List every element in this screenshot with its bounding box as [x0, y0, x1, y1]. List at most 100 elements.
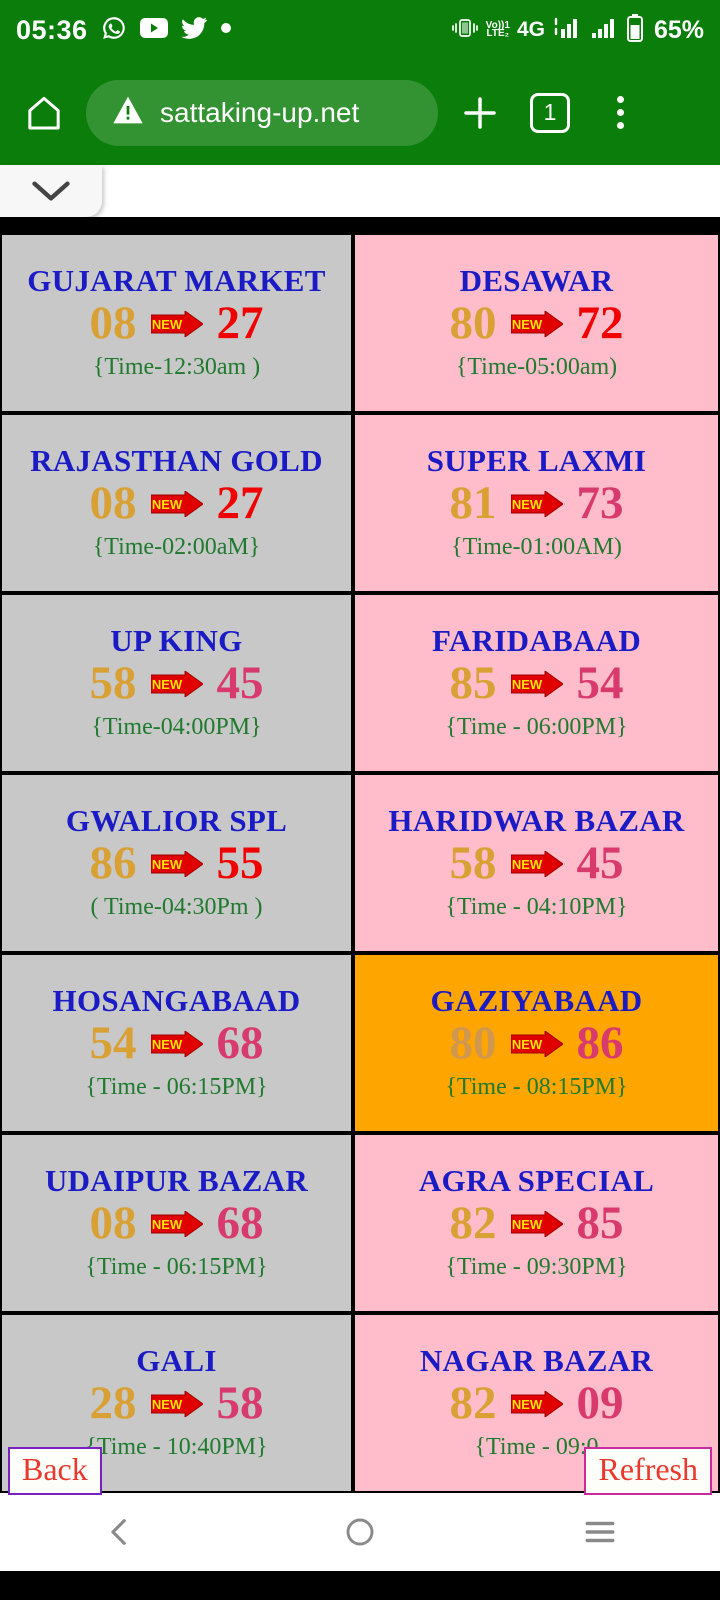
- tab-count-button[interactable]: 1: [522, 85, 578, 141]
- result-numbers: 58 NEW 45: [90, 660, 264, 707]
- kebab-menu-icon[interactable]: [592, 85, 648, 141]
- status-bar-right: Vo))1 LTE₂ 4G: [451, 13, 704, 47]
- result-numbers: 85 NEW 54: [450, 660, 624, 707]
- back-button[interactable]: Back: [8, 1446, 102, 1495]
- result-latest-number: 54: [576, 657, 624, 710]
- page-top-strip: [0, 165, 720, 217]
- result-previous-number: 80: [449, 297, 497, 350]
- result-cell[interactable]: GALI 28 NEW 58 {Time - 10:40PM}: [0, 1313, 353, 1493]
- result-market-name: RAJASTHAN GOLD: [30, 442, 323, 478]
- result-numbers: 80 NEW 72: [450, 300, 624, 347]
- svg-text:NEW: NEW: [151, 677, 182, 692]
- svg-text:NEW: NEW: [511, 677, 542, 692]
- result-latest-number: 86: [576, 1017, 624, 1070]
- result-time-label: {Time - 06:15PM}: [85, 1074, 268, 1101]
- status-bar-clock: 05:36: [16, 14, 88, 45]
- result-cell[interactable]: GUJARAT MARKET 08 NEW 27 {Time-12:30am ): [0, 233, 353, 413]
- result-latest-number: 72: [576, 297, 624, 350]
- result-time-label: {Time - 04:10PM}: [445, 894, 628, 921]
- network-type-label: 4G: [516, 18, 545, 41]
- result-latest-number: 45: [576, 837, 624, 890]
- result-previous-number: 81: [449, 477, 497, 530]
- result-cell[interactable]: HOSANGABAAD 54 NEW 68 {Time - 06:15PM}: [0, 953, 353, 1133]
- result-cell[interactable]: AGRA SPECIAL 82 NEW 85 {Time - 09:30PM}: [353, 1133, 720, 1313]
- result-previous-number: 58: [89, 657, 137, 710]
- url-text: sattaking-up.net: [160, 96, 360, 128]
- volte-top-label: Vo))1: [485, 19, 510, 31]
- new-arrow-badge-icon: NEW: [510, 670, 563, 697]
- result-time-label: {Time - 08:15PM}: [445, 1074, 628, 1101]
- plus-icon[interactable]: [452, 85, 508, 141]
- status-bar: 05:36 Vo))1 LTE₂ 4G: [0, 0, 720, 60]
- result-numbers: 08 NEW 68: [90, 1200, 264, 1247]
- nav-home-icon[interactable]: [300, 1493, 420, 1571]
- result-numbers: 81 NEW 73: [450, 480, 624, 527]
- result-time-label: {Time - 09:0: [474, 1434, 599, 1461]
- result-market-name: SUPER LAXMI: [426, 442, 647, 478]
- result-cell[interactable]: GAZIYABAAD 80 NEW 86 {Time - 08:15PM}: [353, 953, 720, 1133]
- svg-text:NEW: NEW: [511, 317, 542, 332]
- result-previous-number: 08: [89, 297, 137, 350]
- signal-bars-1-icon: [552, 16, 582, 45]
- result-market-name: GUJARAT MARKET: [27, 262, 326, 298]
- svg-text:NEW: NEW: [151, 497, 182, 512]
- new-arrow-badge-icon: NEW: [150, 1210, 203, 1237]
- svg-text:NEW: NEW: [151, 317, 182, 332]
- home-icon[interactable]: [16, 85, 72, 141]
- result-cell[interactable]: UDAIPUR BAZAR 08 NEW 68 {Time - 06:15PM}: [0, 1133, 353, 1313]
- result-numbers: 54 NEW 68: [90, 1020, 264, 1067]
- result-numbers: 80 NEW 86: [450, 1020, 624, 1067]
- result-previous-number: 08: [89, 1197, 137, 1250]
- result-numbers: 86 NEW 55: [90, 840, 264, 887]
- new-arrow-badge-icon: NEW: [510, 1390, 563, 1417]
- nav-recents-icon[interactable]: [540, 1493, 660, 1571]
- result-latest-number: 55: [216, 837, 264, 890]
- chevron-down-icon[interactable]: [0, 165, 102, 217]
- result-latest-number: 68: [216, 1197, 264, 1250]
- result-cell[interactable]: RAJASTHAN GOLD 08 NEW 27 {Time-02:00aM}: [0, 413, 353, 593]
- result-market-name: HOSANGABAAD: [52, 982, 301, 1018]
- url-bar[interactable]: sattaking-up.net: [86, 79, 438, 146]
- result-numbers: 82 NEW 09: [450, 1380, 624, 1427]
- svg-text:NEW: NEW: [151, 1217, 182, 1232]
- result-cell[interactable]: FARIDABAAD 85 NEW 54 {Time - 06:00PM}: [353, 593, 720, 773]
- svg-text:NEW: NEW: [151, 1037, 182, 1052]
- new-arrow-badge-icon: NEW: [510, 850, 563, 877]
- svg-text:NEW: NEW: [511, 1217, 542, 1232]
- tab-count-label: 1: [530, 92, 570, 133]
- dot-icon: [220, 21, 232, 39]
- result-previous-number: 82: [449, 1197, 497, 1250]
- result-latest-number: 85: [576, 1197, 624, 1250]
- result-previous-number: 80: [449, 1017, 497, 1070]
- result-numbers: 08 NEW 27: [90, 300, 264, 347]
- result-time-label: {Time-05:00am): [455, 354, 618, 381]
- result-cell[interactable]: HARIDWAR BAZAR 58 NEW 45 {Time - 04:10PM}: [353, 773, 720, 953]
- result-cell[interactable]: UP KING 58 NEW 45 {Time-04:00PM}: [0, 593, 353, 773]
- signal-bars-2-icon: [589, 16, 619, 45]
- result-latest-number: 45: [216, 657, 264, 710]
- result-latest-number: 73: [576, 477, 624, 530]
- result-cell[interactable]: GWALIOR SPL 86 NEW 55 ( Time-04:30Pm ): [0, 773, 353, 953]
- result-market-name: DESAWAR: [459, 262, 614, 298]
- battery-percent-label: 65%: [653, 15, 704, 44]
- result-cell[interactable]: DESAWAR 80 NEW 72 {Time-05:00am): [353, 233, 720, 413]
- svg-text:NEW: NEW: [151, 1397, 182, 1412]
- nav-back-icon[interactable]: [60, 1493, 180, 1571]
- result-cell[interactable]: SUPER LAXMI 81 NEW 73 {Time-01:00AM): [353, 413, 720, 593]
- svg-text:NEW: NEW: [511, 1037, 542, 1052]
- refresh-button[interactable]: Refresh: [584, 1446, 712, 1495]
- result-numbers: 58 NEW 45: [450, 840, 624, 887]
- result-latest-number: 09: [576, 1377, 624, 1430]
- android-nav-bar: [0, 1493, 720, 1571]
- result-previous-number: 58: [449, 837, 497, 890]
- vibrate-icon: [451, 17, 479, 44]
- result-time-label: {Time - 06:15PM}: [85, 1254, 268, 1281]
- new-arrow-badge-icon: NEW: [150, 310, 203, 337]
- result-latest-number: 27: [216, 477, 264, 530]
- result-market-name: HARIDWAR BAZAR: [388, 802, 685, 838]
- whatsapp-icon: [101, 15, 127, 46]
- result-previous-number: 54: [89, 1017, 137, 1070]
- result-time-label: {Time-12:30am ): [92, 354, 261, 381]
- result-time-label: {Time-04:00PM}: [91, 714, 262, 741]
- results-area: GUJARAT MARKET 08 NEW 27 {Time-12:30am ) DESA…: [0, 233, 720, 1495]
